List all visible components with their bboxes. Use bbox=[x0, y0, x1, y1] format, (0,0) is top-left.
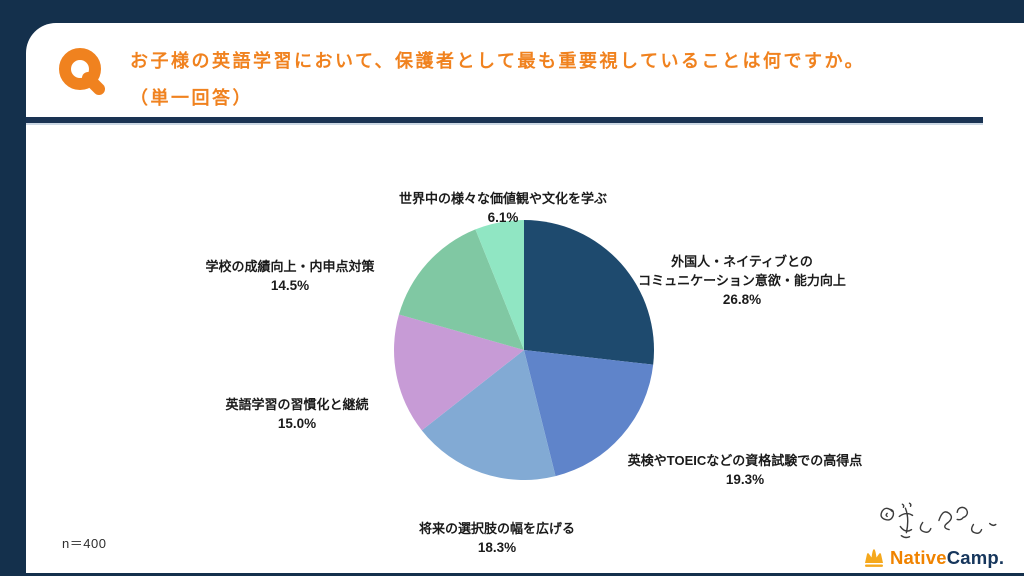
pie-label-value: 6.1% bbox=[487, 210, 519, 225]
boku-to-watashi-to-signature-icon bbox=[880, 502, 997, 539]
pie-label-text: 英語学習の習慣化と継続 bbox=[225, 397, 369, 412]
pie-slice-4 bbox=[398, 229, 524, 350]
brand-wordmark: NativeCamp. bbox=[890, 547, 1004, 569]
brand-native: Native bbox=[890, 547, 947, 568]
question-q-icon bbox=[59, 48, 105, 95]
pie-label-value: 15.0% bbox=[277, 416, 317, 431]
pie-slice-5 bbox=[475, 220, 524, 350]
pie-label-habit: 英語学習の習慣化と継続 15.0% bbox=[225, 376, 368, 452]
question-title: お子様の英語学習において、保護者として最も重要視していることは何ですか。 （単一… bbox=[130, 51, 866, 108]
pie-chart-area bbox=[394, 220, 655, 481]
pie-label-text: 学校の成績向上・内申点対策 bbox=[205, 259, 375, 274]
pie-label-text: 世界中の様々な価値観や文化を学ぶ bbox=[398, 191, 608, 206]
pie-label-value: 19.3% bbox=[725, 472, 765, 487]
pie-slice-1 bbox=[524, 350, 654, 477]
pie-label-school-grades: 学校の成績向上・内申点対策 14.5% bbox=[205, 238, 374, 314]
crown-icon bbox=[865, 549, 883, 567]
pie-label-text: 英検やTOEICなどの資格試験での高得点 bbox=[627, 453, 863, 468]
pie-label-communication: 外国人・ネイティブとの コミュニケーション意欲・能力向上 26.8% bbox=[638, 233, 846, 328]
pie-label-value: 26.8% bbox=[722, 292, 762, 307]
pie-slice-2 bbox=[421, 350, 556, 481]
pie-label-text: 外国人・ネイティブとの コミュニケーション意欲・能力向上 bbox=[638, 254, 846, 288]
pie-label-world-values: 世界中の様々な価値観や文化を学ぶ 6.1% bbox=[399, 170, 607, 246]
nativecamp-logo: NativeCamp. bbox=[862, 547, 1004, 569]
pie-slice-0 bbox=[524, 220, 655, 365]
pie-label-value: 18.3% bbox=[477, 540, 517, 555]
pie-label-text: 将来の選択肢の幅を広げる bbox=[418, 521, 576, 536]
pie-label-exams: 英検やTOEICなどの資格試験での高得点 19.3% bbox=[628, 432, 863, 508]
pie-label-value: 14.5% bbox=[270, 278, 310, 293]
brand-camp: Camp. bbox=[946, 547, 1005, 568]
sample-size-label: n＝400 bbox=[62, 536, 107, 551]
header-divider bbox=[26, 117, 983, 123]
slide-card: お子様の英語学習において、保護者として最も重要視していることは何ですか。 （単一… bbox=[26, 23, 1024, 573]
pie-chart bbox=[394, 220, 655, 481]
pie-label-future-options: 将来の選択肢の幅を広げる 18.3% bbox=[419, 500, 575, 576]
header-divider-shadow bbox=[26, 123, 983, 125]
pie-slice-3 bbox=[394, 314, 524, 431]
